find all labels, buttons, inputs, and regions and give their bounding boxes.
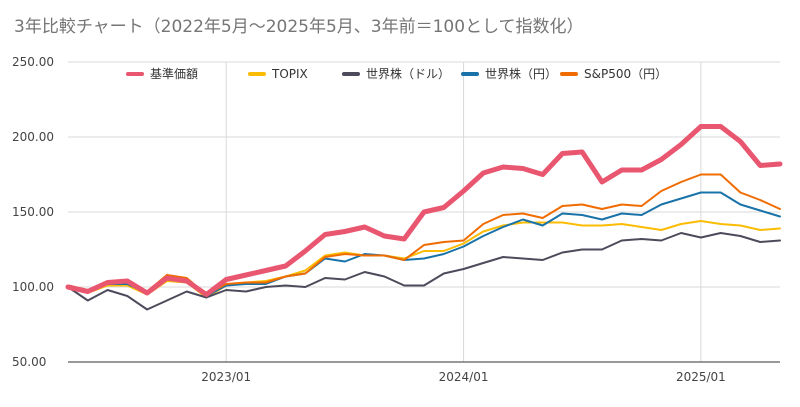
y-tick-label: 250.00 <box>12 55 54 69</box>
legend-label: 基準価額 <box>150 66 198 81</box>
x-tick-label: 2025/01 <box>676 370 726 384</box>
legend-label: 世界株（ドル） <box>366 66 450 81</box>
series-line-0 <box>65 124 783 297</box>
y-tick-label: 150.00 <box>12 205 54 219</box>
series-lines <box>65 124 783 311</box>
x-tick-label: 2023/01 <box>201 370 251 384</box>
axes: 50.00 100.00 150.00 200.00 250.00 2023/01 2024… <box>12 55 780 384</box>
x-tick-label: 2024/01 <box>439 370 489 384</box>
y-tick-label: 50.00 <box>12 355 46 369</box>
series-line-4 <box>67 173 781 296</box>
y-tick-label: 100.00 <box>12 280 54 294</box>
y-tick-label: 200.00 <box>12 130 54 144</box>
legend-label: S&P500（円） <box>584 67 667 81</box>
chart-title: 3年比較チャート（2022年5月〜2025年5月、3年前＝100として指数化） <box>14 17 584 37</box>
legend: 基準価額 TOPIX 世界株（ドル） 世界株（円） S&P500（円） <box>126 66 667 81</box>
series-line-2 <box>67 232 781 311</box>
legend-label: 世界株（円） <box>485 66 557 81</box>
legend-label: TOPIX <box>271 67 308 81</box>
